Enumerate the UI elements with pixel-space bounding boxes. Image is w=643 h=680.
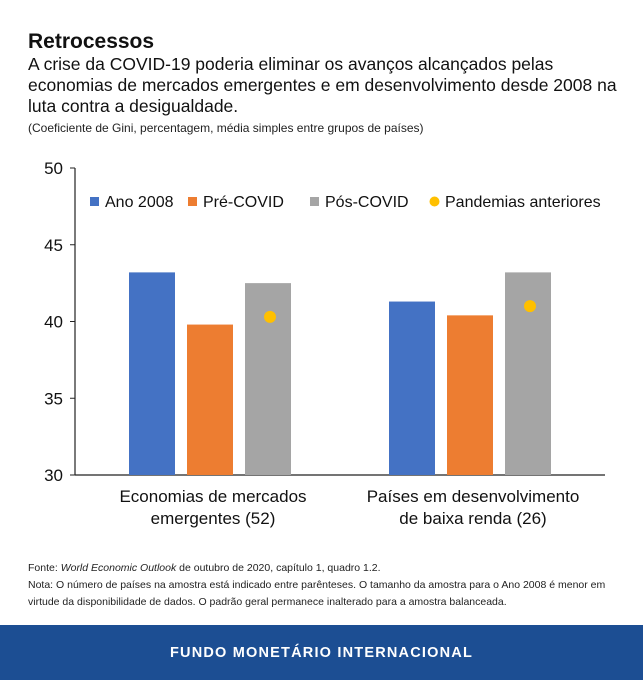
chart-subtitle: A crise da COVID-19 poderia eliminar os … <box>28 54 617 116</box>
y-tick-label: 40 <box>44 313 63 332</box>
legend-label: Ano 2008 <box>105 194 174 211</box>
units-note: (Coeficiente de Gini, percentagem, média… <box>28 121 424 135</box>
legend-swatch <box>188 197 197 206</box>
source-suffix: de outubro de 2020, capítulo 1, quadro 1… <box>176 562 381 574</box>
y-tick-label: 45 <box>44 236 63 255</box>
chart-title: Retrocessos <box>28 30 155 53</box>
bar <box>129 272 175 475</box>
data-point <box>264 310 276 323</box>
data-point <box>524 300 536 313</box>
legend-swatch <box>90 197 99 206</box>
x-category-label: emergentes (52) <box>151 509 276 528</box>
bar <box>389 301 435 475</box>
bar <box>447 315 493 475</box>
bar-chart: 30 35 40 45 50 Economias de mercados emergente… <box>44 159 605 528</box>
legend-swatch <box>429 196 440 207</box>
y-tick-label: 35 <box>44 389 63 408</box>
legend-label: Pandemias anteriores <box>445 194 601 211</box>
bar <box>187 324 233 475</box>
footer: Fonte: World Economic Outlook de outubro… <box>28 560 628 611</box>
source-prefix: Fonte: <box>28 562 61 574</box>
legend-label: Pré-COVID <box>203 194 284 211</box>
footer-note: Nota: O número de países na amostra está… <box>28 579 606 608</box>
legend-swatch <box>310 197 319 206</box>
source-title: World Economic Outlook <box>60 562 177 574</box>
x-category-label: Economias de mercados <box>119 487 306 506</box>
legend-label: Pós-COVID <box>325 194 409 211</box>
y-tick-label: 30 <box>44 466 63 485</box>
x-category-label: Países em desenvolvimento <box>367 487 580 506</box>
org-band: FUNDO MONETÁRIO INTERNACIONAL <box>0 625 643 680</box>
source-line: Fonte: World Economic Outlook de outubro… <box>28 560 628 577</box>
org-name: FUNDO MONETÁRIO INTERNACIONAL <box>169 644 474 661</box>
x-category-label: de baixa renda (26) <box>399 509 546 528</box>
y-tick-label: 50 <box>44 159 63 178</box>
